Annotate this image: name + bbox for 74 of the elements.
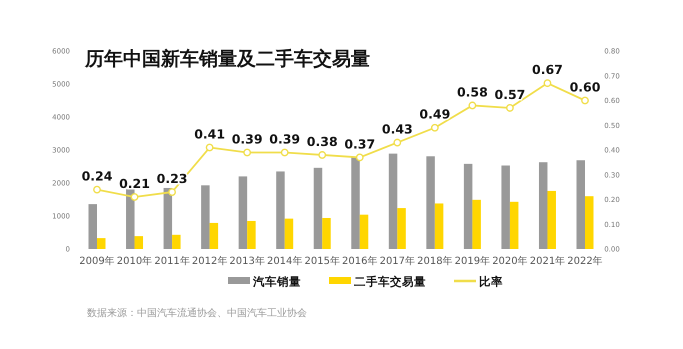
data-label: 0.41: [194, 126, 226, 142]
bar: [210, 222, 218, 249]
point: [130, 193, 138, 201]
legend-label: 二手车交易量: [354, 274, 426, 288]
x-tick-label: 2020年: [492, 255, 528, 267]
bar: [284, 218, 294, 249]
data-label: 0.58: [456, 84, 488, 100]
bar: [434, 203, 444, 249]
point: [93, 186, 101, 194]
point: [468, 102, 476, 110]
data-label: 0.38: [306, 134, 338, 149]
bar: [134, 236, 144, 249]
data-label: 0.49: [419, 106, 450, 122]
x-tick-label: 2019年: [454, 255, 490, 267]
bar: [322, 218, 331, 249]
bar: [501, 166, 510, 249]
bar: [547, 190, 556, 249]
x-tick-label: 2015年: [304, 255, 340, 267]
point: [243, 148, 252, 156]
point: [206, 144, 214, 152]
bar: [472, 200, 481, 249]
bar: [88, 204, 97, 249]
x-tick-label: 2021年: [530, 255, 566, 267]
bar: [576, 160, 585, 249]
data-label: 0.43: [382, 122, 413, 137]
data-label: 0.67: [532, 62, 563, 78]
legend-label: 比率: [479, 274, 503, 288]
x-tick-label: 2016年: [342, 255, 378, 267]
bar: [397, 208, 406, 249]
x-tick-label: 2022年: [567, 255, 603, 267]
legend-label: 汽车销量: [252, 274, 301, 288]
point: [356, 154, 364, 162]
bar: [247, 220, 256, 249]
data-label: 0.60: [570, 80, 601, 94]
x-tick-label: 2013年: [229, 255, 265, 267]
x-tick-label: 2017年: [380, 255, 416, 267]
data-label: 0.37: [344, 136, 376, 152]
point: [168, 188, 176, 196]
bar: [276, 171, 285, 249]
point: [393, 138, 402, 146]
source-note: 数据来源：中国汽车流通协会、中国汽车工业协会: [87, 307, 307, 319]
x-tick-label: 2011年: [154, 255, 190, 267]
bar: [510, 202, 518, 249]
x-tick-label: 2010年: [116, 255, 152, 267]
bar: [585, 196, 594, 249]
bar: [314, 168, 322, 249]
point: [430, 124, 439, 132]
point: [318, 151, 326, 159]
bar: [172, 234, 181, 249]
point: [506, 104, 514, 112]
bar: [126, 189, 135, 249]
chart-title: 历年中国新车销量及二手车交易量: [84, 48, 370, 70]
data-label: 0.21: [119, 176, 150, 192]
bar: [351, 156, 360, 249]
bar: [201, 185, 210, 249]
data-label: 0.24: [82, 168, 113, 184]
point: [581, 96, 589, 104]
x-tick-label: 2009年: [79, 255, 115, 267]
bar: [426, 156, 435, 249]
bar: [464, 164, 472, 249]
x-tick-label: 2018年: [417, 255, 453, 267]
x-tick-label: 2014年: [266, 255, 302, 267]
bar: [538, 162, 548, 249]
bar: [238, 176, 248, 249]
data-label: 0.39: [269, 131, 300, 146]
data-label: 0.57: [494, 86, 526, 102]
bar: [388, 154, 398, 249]
data-label: 0.39: [232, 131, 263, 146]
point: [544, 79, 552, 88]
bar: [164, 188, 172, 249]
bar: [360, 214, 368, 249]
point: [280, 148, 289, 156]
bar: [97, 238, 106, 249]
x-tick-label: 2012年: [192, 255, 228, 267]
